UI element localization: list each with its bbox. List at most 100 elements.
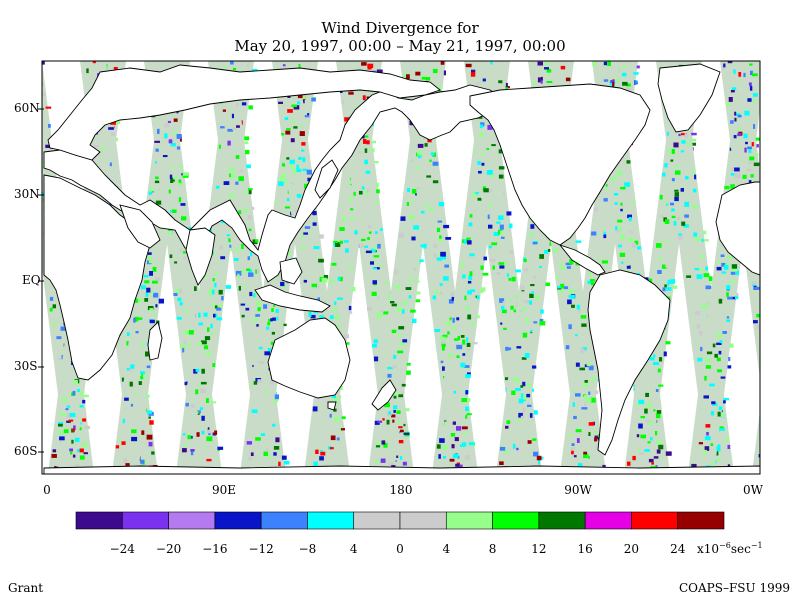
swath-speck [398,326,405,330]
swath-speck [708,276,713,282]
swath-speck [792,451,795,454]
swath-speck [727,61,733,64]
swath-speck [74,464,80,469]
swath-speck [604,188,611,191]
swath-speck [268,319,271,322]
swath-speck [377,243,381,249]
swath-speck [441,343,446,347]
swath-speck [409,277,413,282]
swath-speck [580,348,585,353]
swath-speck [162,155,168,158]
swath-speck [221,220,225,224]
swath-speck [250,252,253,257]
swath-speck [296,194,302,198]
swath-speck [546,73,550,76]
swath-speck [521,306,526,312]
swath-speck [149,308,154,312]
swath-speck [690,142,696,146]
swath-speck [712,343,716,348]
swath-speck [171,165,174,168]
swath-speck [339,227,345,231]
swath-speck [254,291,258,296]
land-north-asia [47,64,441,161]
swath-speck [417,143,424,148]
swath-speck [478,170,482,174]
swath-speck [506,420,511,424]
swath-speck [273,446,280,450]
colorbar-tick-label: 20 [624,542,639,556]
swath-speck [505,82,508,88]
swath-speck [515,387,521,391]
swath-speck [299,131,305,136]
swath-speck [665,451,672,456]
swath-speck [58,430,64,435]
swath-speck [333,408,337,412]
swath-speck [788,231,792,235]
swath-speck [565,77,571,82]
swath-speck [584,401,587,407]
swath-speck [188,330,195,335]
swath-speck [274,394,279,400]
swath-speck [151,451,155,455]
swath-speck [439,238,443,243]
swath-speck [626,160,631,164]
swath-speck [792,449,798,451]
swath-speck [721,412,725,417]
swath-speck [752,99,756,103]
swath-speck [793,458,799,462]
swath-speck [570,447,575,450]
swath-speck [656,410,662,414]
colorbar-units: x10−6sec−1 [697,541,763,556]
swath-speck [247,215,252,220]
swath-speck [560,65,566,70]
swath-speck [231,113,234,119]
swath-speck [364,189,370,195]
swath-speck [673,221,678,226]
swath-speck [297,93,303,99]
swath-speck [480,265,484,270]
swath-speck [210,331,215,334]
swath-speck [772,449,775,452]
swath-speck [718,298,723,304]
swath-speck [259,361,265,364]
swath-speck [691,463,697,469]
swath-speck [513,309,517,313]
swath-speck [287,250,291,256]
swath-speck [396,307,402,312]
colorbar-tick-label: −20 [156,542,181,556]
swath-speck [565,345,570,350]
swath-speck [83,394,89,398]
swath-speck [581,323,587,327]
swath-speck [470,323,476,326]
swath-speck [182,448,187,453]
swath-speck [286,128,291,131]
swath-speck [527,440,532,444]
institution-credit: COAPS–FSU 1999 [679,581,790,595]
swath-speck [788,197,791,200]
swath-speck [620,186,626,190]
swath-speck [167,120,171,123]
swath-speck [593,207,599,212]
swath-speck [717,333,722,338]
swath-speck [267,455,272,459]
swath-speck [788,449,793,454]
swath-speck [718,350,722,355]
swath-speck [445,237,452,240]
swath-speck [424,143,428,147]
swath-speck [350,208,354,211]
swath-speck [401,383,406,387]
swath-speck [466,348,471,351]
swath-speck [285,130,291,135]
swath-speck [627,461,631,466]
swath-speck [594,437,597,442]
swath-speck [656,439,661,444]
swath-speck [734,111,737,116]
swath-speck [644,408,648,414]
swath-speck [228,167,235,172]
swath-speck [667,283,670,286]
swath-speck [500,446,506,451]
swath-speck [756,313,760,318]
swath-speck [229,173,233,178]
swath-speck [467,314,472,320]
swath-speck [409,214,415,220]
